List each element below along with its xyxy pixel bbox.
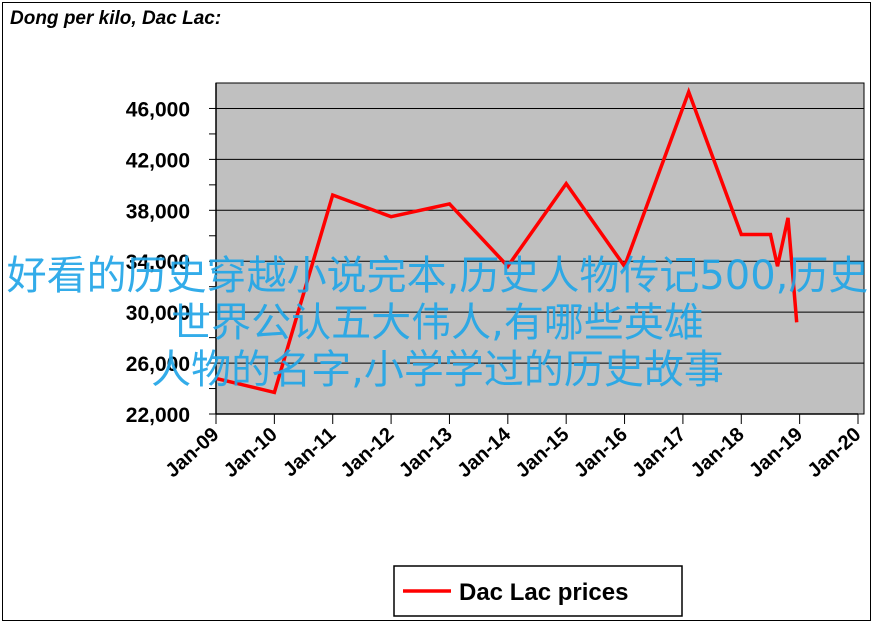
legend-box — [393, 565, 683, 617]
series-line — [215, 86, 799, 395]
chart-title: Dong per kilo, Dac Lac: — [10, 8, 222, 29]
x-tick-label: Jan-10 — [220, 423, 282, 482]
legend-label: Dac Lac prices — [459, 579, 628, 606]
y-tick-label: 38,000 — [126, 200, 190, 223]
y-tick-label: 34,000 — [126, 251, 190, 274]
y-tick-label: 22,000 — [126, 404, 190, 427]
x-tick-label: Jan-17 — [628, 423, 690, 482]
x-tick-label: Jan-20 — [804, 423, 866, 482]
x-tick-label: Jan-09 — [162, 423, 224, 482]
x-tick-label: Jan-11 — [279, 423, 340, 481]
x-tick-label: Jan-14 — [453, 423, 515, 482]
x-tick-label: Jan-18 — [687, 423, 749, 482]
x-tick-label: Jan-19 — [745, 423, 807, 482]
y-tick-label: 46,000 — [126, 98, 190, 121]
x-tick-label: Jan-16 — [570, 423, 632, 482]
x-tick-label: Jan-13 — [395, 423, 457, 482]
x-tick-label: Jan-12 — [337, 423, 399, 482]
y-tick-label: 26,000 — [126, 353, 190, 376]
y-tick-label: 30,000 — [126, 302, 190, 325]
x-tick-label: Jan-15 — [512, 423, 574, 482]
plot-area — [215, 82, 865, 415]
y-tick-label: 42,000 — [126, 149, 190, 172]
